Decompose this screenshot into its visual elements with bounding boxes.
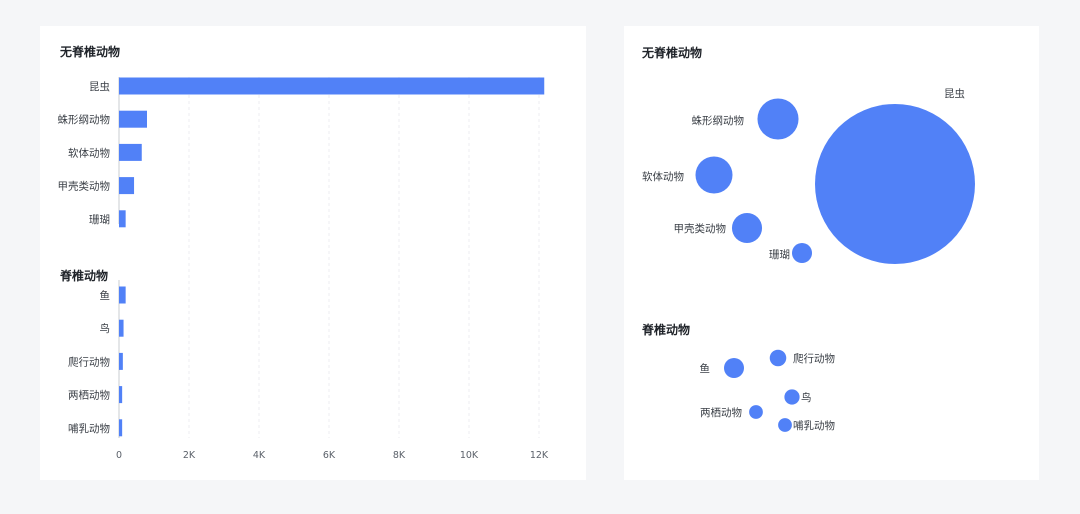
bar [119,143,142,161]
x-tick-label: 10K [460,450,479,461]
bubble-label: 甲壳类动物 [674,222,727,235]
bar [119,319,124,337]
x-tick-label: 12K [530,450,549,461]
category-label: 昆虫 [89,81,110,93]
x-tick-label: 2K [183,450,196,461]
bubble [757,98,799,140]
group-title: 无脊椎动物 [59,44,120,59]
group-title: 脊椎动物 [641,322,690,337]
group-title: 脊椎动物 [59,268,108,283]
bar-chart-card: 0 2K 4K 6K 8K 10K 12K 无脊椎动物昆虫蛛形纲动物软体动物甲壳类动物珊瑚脊椎… [40,26,586,480]
bubble-label: 哺乳动物 [793,419,835,432]
x-tick-label: 0 [116,450,122,461]
bar [119,177,135,195]
bubble [815,104,975,264]
bubble [784,389,800,405]
bubble [723,357,745,379]
x-tick-label: 6K [323,450,336,461]
bubble [749,405,763,419]
bar-chart: 0 2K 4K 6K 8K 10K 12K 无脊椎动物昆虫蛛形纲动物软体动物甲壳类动物珊瑚脊椎… [58,44,549,461]
category-label: 甲壳类动物 [58,180,111,193]
category-label: 鱼 [100,289,111,302]
bubble [695,156,733,194]
bar [119,386,123,404]
bar [119,210,126,228]
bar [119,352,123,370]
category-label: 哺乳动物 [68,422,110,435]
x-tick-label: 4K [253,450,266,461]
bubble-label: 爬行动物 [793,352,835,365]
bubble-label: 昆虫 [944,88,965,100]
bubble-label: 鸟 [801,391,812,404]
bubble [791,242,813,264]
bubble [778,418,792,432]
bar [119,419,123,437]
bubble-label: 珊瑚 [769,249,790,261]
bubble-chart-card: 无脊椎动物昆虫蛛形纲动物软体动物甲壳类动物珊瑚脊椎动物鱼 爬行动物鸟两栖动物哺乳动… [624,26,1039,480]
category-label: 鸟 [100,322,111,335]
category-label: 两栖动物 [68,389,110,402]
bubble [731,212,763,244]
category-label: 爬行动物 [68,355,110,368]
bubble-label: 蛛形纲动物 [692,114,745,127]
bar [119,77,545,95]
bubble-label: 鱼 [700,362,711,375]
bubble-label: 两栖动物 [700,406,742,419]
category-label: 软体动物 [68,146,110,159]
bubble [769,349,787,367]
bubble-label: 软体动物 [642,170,684,183]
bar [119,286,126,304]
x-tick-label: 8K [393,450,406,461]
group-title: 无脊椎动物 [641,45,702,60]
bar [119,110,147,128]
category-label: 珊瑚 [89,214,110,226]
category-label: 蛛形纲动物 [58,113,111,126]
